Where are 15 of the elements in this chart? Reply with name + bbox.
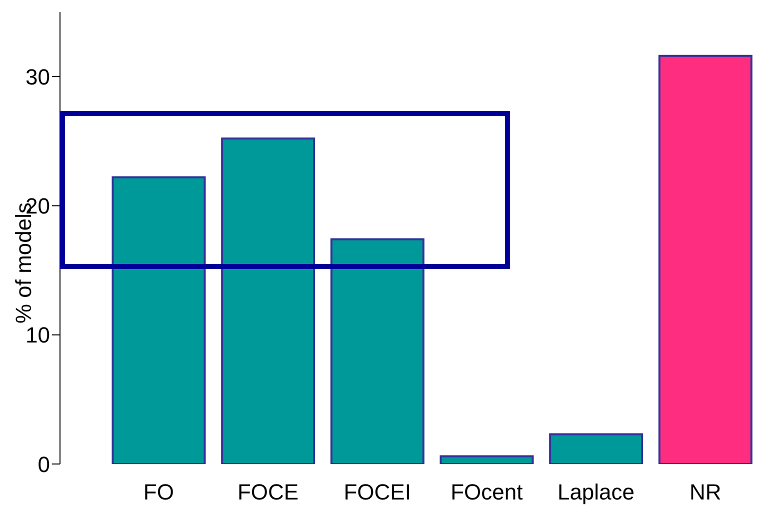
x-tick-label: FOCE <box>237 480 299 505</box>
x-tick-label: NR <box>689 480 722 505</box>
y-tick-label: 0 <box>38 452 50 477</box>
bar <box>658 54 752 464</box>
bar <box>549 433 644 464</box>
x-tick-label: FO <box>143 480 174 505</box>
bar <box>330 238 424 464</box>
y-tick-label: 30 <box>26 64 50 90</box>
bar <box>440 455 534 464</box>
x-tick-label: Laplace <box>557 480 635 505</box>
y-tick-label: 10 <box>26 322 50 348</box>
bar <box>221 138 316 464</box>
bar <box>112 176 206 464</box>
x-tick-label: FOcent <box>450 480 523 505</box>
x-tick-label: FOCEI <box>344 480 411 505</box>
